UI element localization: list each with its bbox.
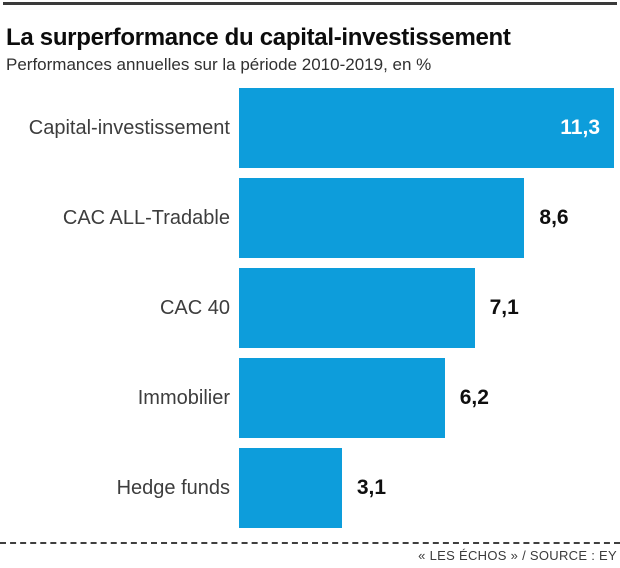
bar-value: 6,2 <box>459 386 489 409</box>
chart-row: Hedge funds 3,1 <box>6 448 614 528</box>
bar-value: 8,6 <box>539 206 569 229</box>
bar-label: Capital-investissement <box>28 116 230 139</box>
bar <box>239 88 614 168</box>
bar <box>239 358 445 438</box>
top-rule <box>3 2 617 5</box>
chart-row: CAC 40 7,1 <box>6 268 614 348</box>
chart-row: Immobilier 6,2 <box>6 358 614 438</box>
bar-value: 7,1 <box>489 296 519 319</box>
chart-row: Capital-investissement 11,3 <box>6 88 614 168</box>
bar <box>239 268 475 348</box>
chart-subtitle: Performances annuelles sur la période 20… <box>6 55 432 74</box>
source-credit: « LES ÉCHOS » / SOURCE : EY <box>418 548 617 563</box>
bar-chart: Capital-investissement 11,3 CAC ALL-Tradab… <box>6 88 614 528</box>
bar-track: 3,1 <box>239 448 614 528</box>
bar-label: CAC 40 <box>159 296 230 319</box>
bar <box>239 178 525 258</box>
bar-track: 11,3 <box>239 88 614 168</box>
bar-label: Hedge funds <box>116 476 230 499</box>
bottom-dashed-rule <box>0 542 620 544</box>
bar-label: Immobilier <box>137 386 230 409</box>
bar-label: CAC ALL-Tradable <box>62 206 230 229</box>
bar-value: 11,3 <box>560 116 600 139</box>
bar-value: 3,1 <box>356 476 387 499</box>
bar-track: 7,1 <box>239 268 614 348</box>
bar-track: 8,6 <box>239 178 614 258</box>
bar <box>239 448 342 528</box>
bar-track: 6,2 <box>239 358 614 438</box>
chart-title: La surperformance du capital-investissem… <box>6 24 511 51</box>
chart-row: CAC ALL-Tradable 8,6 <box>6 178 614 258</box>
